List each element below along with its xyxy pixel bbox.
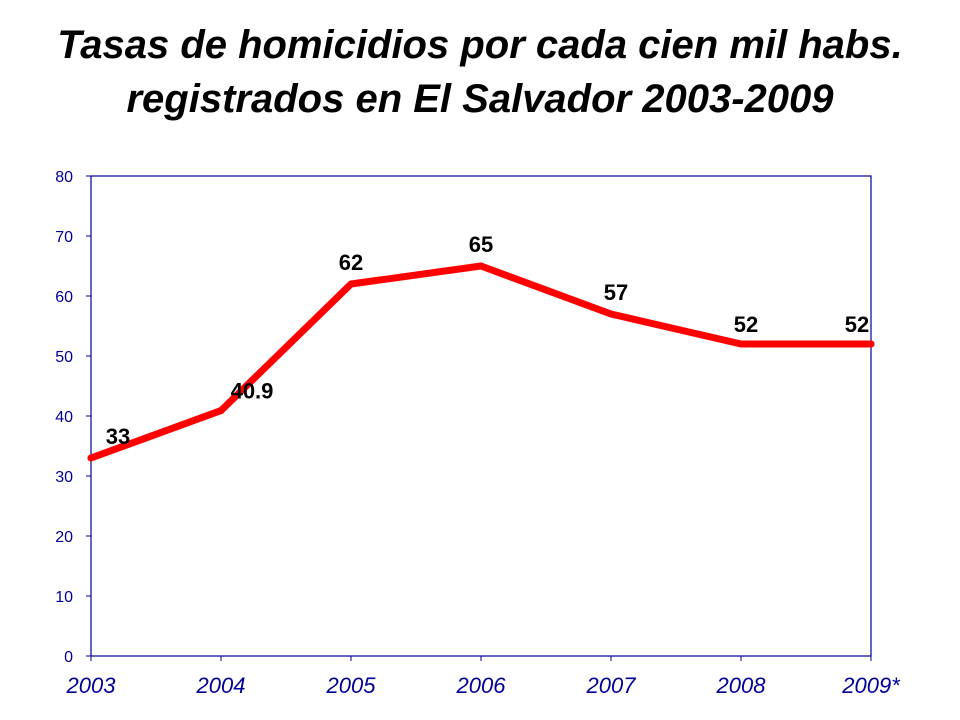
x-tick-label: 2006	[456, 673, 507, 698]
data-point	[607, 310, 615, 318]
data-label: 62	[339, 250, 363, 275]
chart-title: Tasas de homicidios por cada cien mil ha…	[0, 18, 960, 126]
data-label: 52	[734, 312, 758, 337]
y-tick-label: 20	[55, 529, 73, 546]
data-point	[347, 280, 355, 288]
x-tick-label: 2008	[716, 673, 767, 698]
data-point	[737, 340, 745, 348]
data-label: 57	[604, 280, 628, 305]
data-point	[867, 340, 875, 348]
data-point	[87, 454, 95, 462]
data-label: 40.9	[231, 379, 274, 404]
data-point	[477, 262, 485, 270]
y-tick-label: 40	[55, 409, 73, 426]
y-tick-label: 80	[55, 169, 73, 186]
x-tick-label: 2003	[66, 673, 117, 698]
x-tick-label: 2009*	[841, 673, 901, 698]
chart-title-line-1: Tasas de homicidios por cada cien mil ha…	[57, 23, 903, 67]
x-tick-label: 2004	[196, 673, 246, 698]
data-point	[217, 407, 225, 415]
x-tick-label: 2005	[326, 673, 377, 698]
y-tick-label: 30	[55, 469, 73, 486]
x-tick-label: 2007	[586, 673, 637, 698]
data-label: 65	[469, 232, 493, 257]
chart-title-line-2: registrados en El Salvador 2003-2009	[126, 77, 834, 121]
y-tick-label: 70	[55, 229, 73, 246]
y-tick-label: 0	[64, 649, 73, 666]
y-tick-label: 50	[55, 349, 73, 366]
data-label: 33	[106, 424, 130, 449]
data-label: 52	[845, 312, 869, 337]
y-tick-label: 60	[55, 289, 73, 306]
data-line	[87, 262, 875, 462]
y-tick-label: 10	[55, 589, 73, 606]
